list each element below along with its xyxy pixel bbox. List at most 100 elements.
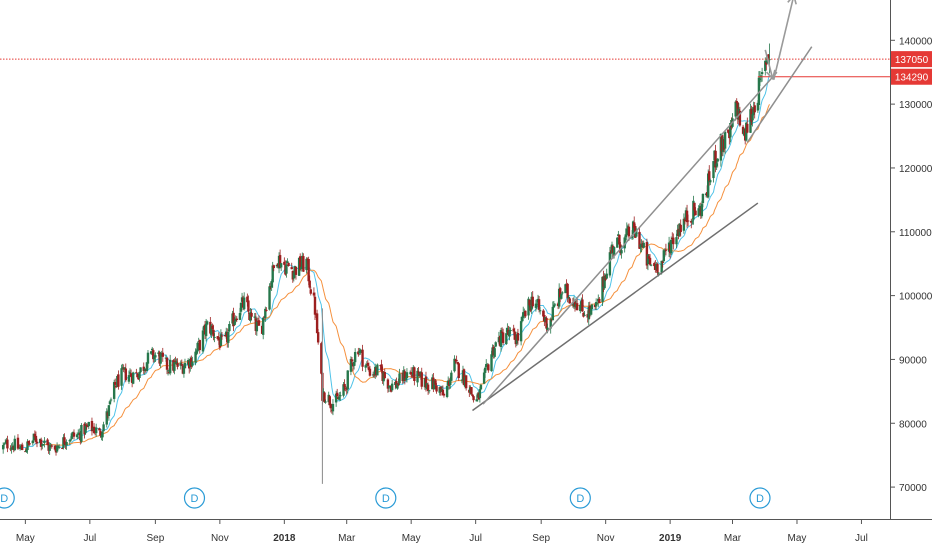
candle-body [645, 242, 649, 266]
candle-body [98, 428, 101, 431]
candle-body [475, 399, 478, 402]
candle-body [212, 329, 215, 337]
candle-body [232, 312, 235, 327]
x-axis-tick-label: May [16, 533, 35, 544]
candle-body [149, 351, 153, 354]
candle-body [715, 163, 718, 167]
candle-body [40, 439, 43, 447]
candle-body [625, 228, 629, 236]
candle-body [564, 284, 567, 294]
candle-body [767, 54, 770, 60]
candle-body [357, 351, 360, 355]
candle-body [313, 296, 317, 315]
candle-body [198, 340, 201, 351]
dividend-marker[interactable]: D [749, 487, 771, 509]
projection-arrow-1 [772, 0, 794, 81]
x-axis-tick-label: Sep [146, 533, 164, 544]
candle-body [560, 294, 563, 299]
candle-body [758, 78, 762, 81]
candle-body [257, 320, 261, 326]
candle-body [223, 335, 227, 337]
dividend-marker[interactable]: D [569, 487, 591, 509]
x-axis-tick-label: Jul [855, 533, 868, 544]
candle-body [65, 441, 68, 446]
trendline-3 [746, 46, 813, 143]
candle-body [471, 394, 474, 397]
candle-body [128, 372, 132, 374]
candle-body [195, 350, 198, 354]
candle-body [77, 433, 80, 435]
candle-body [735, 100, 738, 103]
candle-body [416, 370, 419, 383]
candle-body [765, 62, 768, 65]
candle-body [137, 378, 140, 380]
dividend-marker[interactable]: D [375, 487, 397, 509]
candle-body [250, 312, 253, 317]
candle-body [3, 443, 6, 445]
candle-body [124, 368, 127, 381]
candle-body [685, 210, 689, 223]
candle-body [18, 447, 22, 449]
candle-body [712, 161, 715, 179]
dividend-marker[interactable]: D [183, 487, 206, 509]
candle-body [746, 123, 749, 133]
candle-body [298, 256, 302, 270]
candle-body [435, 385, 438, 392]
candle-body [312, 292, 316, 296]
candle-body [434, 380, 437, 385]
candle-body [309, 289, 312, 294]
candle-body [55, 445, 59, 452]
candle-body [25, 449, 28, 452]
candle-body [441, 389, 445, 396]
candle-body [605, 273, 608, 279]
candle-body [153, 355, 156, 360]
candle-body [175, 361, 178, 364]
candle-body [493, 348, 496, 357]
dividend-marker[interactable]: D [0, 487, 15, 509]
candle-body [557, 288, 561, 307]
candle-body [583, 314, 586, 316]
candle-body [292, 272, 296, 279]
y-axis-tick-label: 140000 [899, 36, 932, 47]
candle-body [105, 411, 108, 425]
candle-body [487, 364, 490, 371]
candle-body [205, 321, 209, 325]
moving-average-line-2 [44, 104, 770, 446]
candle-body [366, 362, 370, 366]
candle-body [302, 256, 305, 272]
candle-body [383, 372, 386, 379]
candle-body [233, 321, 236, 326]
candle-body [264, 308, 267, 318]
candle-body [268, 286, 271, 310]
candle-body [53, 446, 57, 450]
candle-body [136, 373, 139, 378]
candle-body [151, 348, 154, 351]
candle-body [633, 222, 636, 228]
x-axis-tick-label: 2019 [659, 533, 682, 544]
candle-body [662, 250, 666, 262]
candle-body [101, 431, 104, 438]
candle-body [174, 360, 177, 363]
candle-body [661, 261, 664, 263]
candle-body [80, 424, 83, 442]
candle-body [154, 355, 157, 358]
candle-body [43, 440, 46, 444]
dividend-marker-circle [749, 487, 771, 509]
candle-body [165, 357, 169, 370]
trendline-2 [482, 71, 778, 405]
candle-body [413, 367, 416, 382]
candle-body [1, 445, 5, 450]
candle-body [734, 101, 737, 117]
candle-body [549, 319, 552, 329]
candle-body [255, 321, 259, 332]
candle-body [478, 389, 482, 399]
candle-body [227, 331, 230, 343]
candle-body [32, 433, 36, 441]
candle-body [442, 393, 446, 396]
candle-body [69, 439, 73, 441]
candle-body [380, 364, 383, 372]
candle-body [708, 171, 711, 182]
candle-body [700, 204, 704, 217]
